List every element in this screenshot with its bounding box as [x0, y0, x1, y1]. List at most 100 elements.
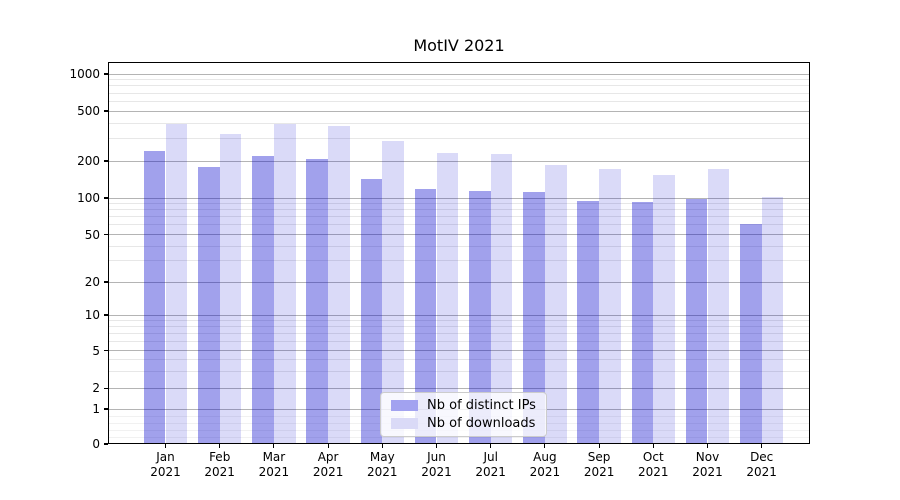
bar-ips-dec [740, 224, 762, 444]
x-tick-label: Jul 2021 [475, 450, 506, 479]
y-tick-mark [104, 197, 108, 199]
legend-swatch-distinct-ips [391, 400, 418, 411]
legend-row-distinct-ips: Nb of distinct IPs [391, 398, 536, 413]
bar-downloads-aug [544, 164, 567, 444]
y-tick-mark [104, 233, 108, 236]
y-tick-mark [104, 314, 108, 316]
major-gridline [109, 160, 809, 162]
bar-downloads-may [382, 140, 404, 444]
x-tick-mark [219, 444, 221, 448]
y-tick-label: 1000 [69, 67, 100, 81]
y-tick-mark [104, 408, 108, 410]
legend-label-distinct-ips: Nb of distinct IPs [427, 398, 536, 413]
major-gridline [109, 73, 809, 75]
x-tick-mark [327, 444, 329, 448]
legend-label-downloads: Nb of downloads [427, 416, 536, 431]
bar-downloads-oct [653, 174, 675, 444]
bar-downloads-mar [273, 123, 296, 444]
bar-ips-jun [414, 189, 437, 444]
bar-ips-nov [685, 199, 708, 444]
chart-title: MotIV 2021 [413, 36, 505, 55]
minor-gridline [109, 209, 809, 211]
bar-downloads-sep [599, 168, 621, 444]
y-tick-label: 5 [92, 343, 100, 358]
y-tick-label: 500 [77, 104, 100, 118]
x-tick-mark [652, 444, 654, 448]
x-tick-label: Mar 2021 [258, 450, 290, 479]
major-gridline [109, 281, 809, 283]
y-tick-label: 50 [84, 227, 100, 242]
minor-gridline [109, 203, 809, 205]
bar-downloads-dec [761, 196, 784, 444]
minor-gridline [109, 325, 809, 327]
bar-downloads-nov [707, 169, 730, 444]
minor-gridline [109, 122, 809, 124]
bar-downloads-apr [328, 125, 350, 444]
x-tick-label: Nov 2021 [692, 450, 723, 479]
minor-gridline [109, 371, 809, 373]
x-tick-mark [381, 444, 383, 448]
x-tick-label: Aug 2021 [529, 450, 561, 479]
y-tick-mark [104, 73, 108, 75]
x-tick-label: Oct 2021 [638, 450, 669, 479]
x-tick-mark [761, 444, 763, 448]
x-tick-label: Apr 2021 [312, 450, 344, 479]
x-tick-mark [544, 444, 546, 448]
x-tick-mark [598, 444, 600, 448]
legend: Nb of distinct IPs Nb of downloads [380, 392, 547, 437]
x-tick-mark [490, 444, 492, 448]
bar-ips-may [360, 179, 383, 444]
minor-gridline [109, 332, 809, 334]
bar-ips-oct [631, 201, 654, 444]
x-tick-mark [706, 444, 709, 448]
minor-gridline [109, 260, 809, 262]
minor-gridline [109, 359, 809, 361]
y-tick-mark [104, 110, 108, 112]
minor-gridline [109, 216, 809, 218]
major-gridline [109, 197, 809, 199]
y-tick-mark [104, 160, 108, 162]
y-tick-label: 0 [92, 437, 100, 451]
minor-gridline [109, 224, 809, 226]
y-tick-label: 100 [77, 191, 100, 205]
minor-gridline [109, 319, 809, 321]
bar-downloads-jul [490, 154, 513, 444]
bar-ips-jan [143, 151, 166, 444]
y-tick-mark [104, 281, 108, 283]
major-gridline [109, 350, 809, 352]
minor-gridline [109, 245, 809, 247]
bar-downloads-jan [165, 123, 188, 444]
x-tick-mark [273, 444, 275, 448]
minor-gridline [109, 100, 809, 102]
y-tick-label: 1 [92, 402, 100, 416]
bar-ips-aug [523, 192, 545, 444]
bar-ips-sep [577, 201, 600, 444]
subminor-gridline [109, 436, 809, 438]
bar-ips-jul [469, 191, 491, 444]
legend-row-downloads: Nb of downloads [391, 416, 536, 431]
x-tick-mark [164, 444, 167, 448]
y-tick-mark [104, 443, 108, 445]
minor-gridline [109, 85, 809, 87]
bar-ips-feb [198, 166, 220, 444]
bar-downloads-feb [219, 133, 242, 444]
y-tick-mark [104, 350, 108, 352]
bar-downloads-jun [436, 153, 459, 444]
bar-ips-apr [306, 159, 329, 444]
minor-gridline [109, 340, 809, 342]
major-gridline [109, 387, 809, 389]
x-tick-label: Sep 2021 [583, 450, 615, 479]
x-tick-label: May 2021 [367, 450, 398, 479]
x-tick-label: Dec 2021 [746, 450, 777, 479]
legend-swatch-downloads [391, 418, 418, 429]
y-tick-label: 200 [77, 154, 100, 168]
minor-gridline [109, 79, 809, 81]
x-tick-label: Jun 2021 [421, 450, 452, 479]
y-tick-label: 2 [92, 381, 100, 396]
minor-gridline [109, 92, 809, 94]
x-tick-label: Jan 2021 [150, 450, 181, 479]
minor-gridline [109, 138, 809, 140]
y-tick-label: 20 [84, 275, 100, 289]
y-tick-label: 10 [84, 308, 100, 322]
